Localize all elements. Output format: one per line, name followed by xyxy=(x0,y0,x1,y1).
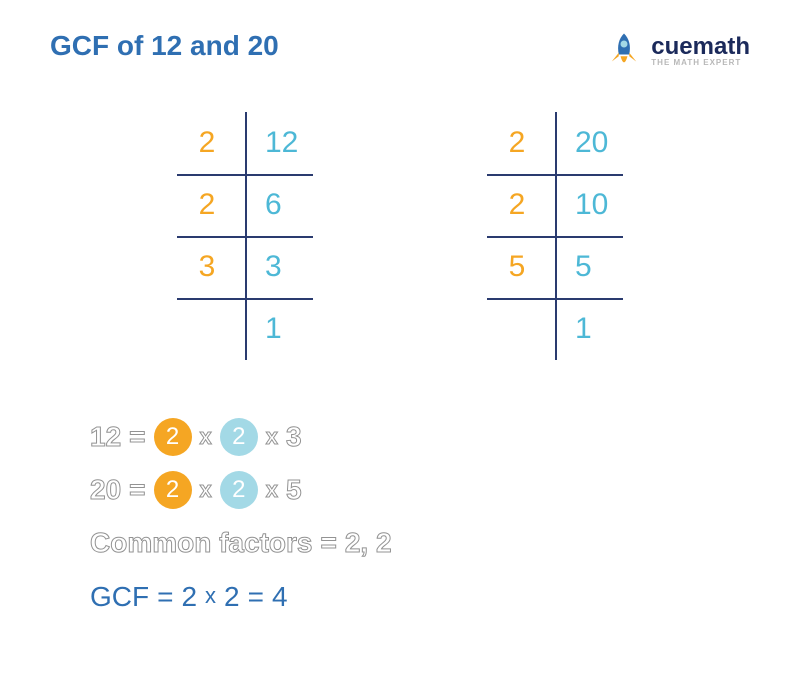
eq: = xyxy=(157,570,173,623)
factor-3: 3 xyxy=(286,410,302,463)
gcf-result-line: GCF = 2 x 2 = 4 xyxy=(90,570,750,623)
value-cell: 1 xyxy=(555,312,623,346)
factorization-12: 12 = 2 x 2 x 3 xyxy=(90,410,750,463)
common-factor-circle: 2 xyxy=(220,471,258,509)
mult: x xyxy=(205,575,216,617)
eq: = xyxy=(129,463,145,516)
value-cell: 6 xyxy=(245,188,313,222)
factor-cell: 2 xyxy=(487,188,555,222)
factor-table-12: 21226331 xyxy=(177,112,313,360)
value-cell: 3 xyxy=(245,250,313,284)
gcf-factor: 2 xyxy=(224,570,240,623)
gcf-label: GCF xyxy=(90,570,149,623)
mult: x xyxy=(200,469,212,511)
common-factors-values: 2, 2 xyxy=(345,516,392,569)
common-factors-label: Common factors xyxy=(90,516,312,569)
gcf-factor: 2 xyxy=(181,570,197,623)
factor-cell: 2 xyxy=(177,126,245,160)
factor-cell: 2 xyxy=(177,188,245,222)
factor-5: 5 xyxy=(286,463,302,516)
lhs-12: 12 xyxy=(90,410,121,463)
eq: = xyxy=(129,410,145,463)
mult: x xyxy=(266,469,278,511)
lhs-20: 20 xyxy=(90,463,121,516)
rocket-icon xyxy=(603,30,645,72)
logo-tagline: THE MATH EXPERT xyxy=(651,59,750,67)
common-factor-circle: 2 xyxy=(154,418,192,456)
page-title: GCF of 12 and 20 xyxy=(50,30,279,62)
explanation: 12 = 2 x 2 x 3 20 = 2 x 2 x 5 Common fac… xyxy=(90,410,750,623)
eq: = xyxy=(248,570,264,623)
common-factor-circle: 2 xyxy=(220,418,258,456)
mult: x xyxy=(266,416,278,458)
factorization-20: 20 = 2 x 2 x 5 xyxy=(90,463,750,516)
factor-cell: 5 xyxy=(487,250,555,284)
value-cell: 12 xyxy=(245,126,313,160)
mult: x xyxy=(200,416,212,458)
value-cell: 5 xyxy=(555,250,623,284)
factor-cell: 2 xyxy=(487,126,555,160)
value-cell: 1 xyxy=(245,312,313,346)
eq: = xyxy=(320,516,336,569)
gcf-result: 4 xyxy=(272,570,288,623)
common-factors-line: Common factors = 2, 2 xyxy=(90,516,750,569)
factor-tables: 21226331 220210551 xyxy=(90,112,710,360)
logo-brand: cuemath xyxy=(651,35,750,59)
factor-cell: 3 xyxy=(177,250,245,284)
factor-table-20: 220210551 xyxy=(487,112,623,360)
logo: cuemath THE MATH EXPERT xyxy=(603,30,750,72)
value-cell: 10 xyxy=(555,188,623,222)
value-cell: 20 xyxy=(555,126,623,160)
common-factor-circle: 2 xyxy=(154,471,192,509)
